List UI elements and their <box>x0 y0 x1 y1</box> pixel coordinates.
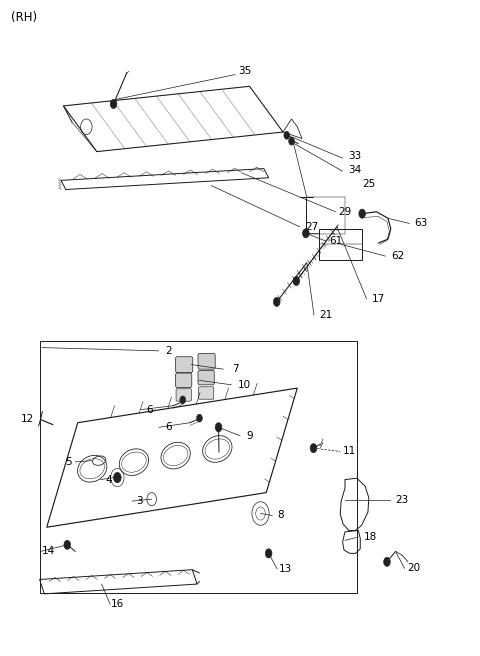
Text: 14: 14 <box>42 546 55 556</box>
Text: 4: 4 <box>106 474 112 485</box>
Circle shape <box>180 396 186 404</box>
Circle shape <box>359 209 365 218</box>
Text: 10: 10 <box>238 380 252 390</box>
Text: 9: 9 <box>246 431 253 441</box>
Text: 34: 34 <box>348 165 361 175</box>
Text: 7: 7 <box>232 364 239 374</box>
Circle shape <box>64 541 71 550</box>
Text: 11: 11 <box>343 447 356 457</box>
Text: 18: 18 <box>364 532 377 542</box>
Bar <box>319 229 362 260</box>
Text: (RH): (RH) <box>11 11 37 24</box>
Text: 6: 6 <box>165 422 172 432</box>
Text: 21: 21 <box>319 310 333 320</box>
Circle shape <box>197 414 202 422</box>
FancyBboxPatch shape <box>198 371 214 385</box>
FancyBboxPatch shape <box>176 389 192 401</box>
Circle shape <box>265 549 272 558</box>
Text: 25: 25 <box>362 179 375 190</box>
FancyBboxPatch shape <box>198 354 215 369</box>
Circle shape <box>110 99 117 108</box>
Circle shape <box>310 443 317 453</box>
Text: 62: 62 <box>391 251 404 261</box>
Text: 8: 8 <box>277 510 284 520</box>
Circle shape <box>215 422 222 432</box>
Circle shape <box>302 229 309 238</box>
Text: 16: 16 <box>111 600 124 609</box>
Text: 13: 13 <box>279 564 292 574</box>
Text: 33: 33 <box>348 151 361 161</box>
Text: 6: 6 <box>146 405 153 415</box>
Text: 29: 29 <box>338 207 352 216</box>
FancyBboxPatch shape <box>199 387 214 400</box>
Text: 3: 3 <box>136 496 143 506</box>
Text: 17: 17 <box>372 294 385 304</box>
Circle shape <box>284 131 289 139</box>
Circle shape <box>114 472 121 483</box>
Circle shape <box>274 297 280 306</box>
Circle shape <box>293 276 300 285</box>
Circle shape <box>384 558 390 566</box>
Text: 35: 35 <box>238 66 252 76</box>
Text: 2: 2 <box>165 346 172 356</box>
FancyBboxPatch shape <box>176 357 193 373</box>
Circle shape <box>288 137 294 145</box>
Text: 20: 20 <box>408 564 421 573</box>
Text: 5: 5 <box>65 457 72 467</box>
Text: 27: 27 <box>305 222 318 232</box>
Text: 61: 61 <box>329 236 342 246</box>
Text: 12: 12 <box>21 415 34 424</box>
Text: 23: 23 <box>396 495 409 505</box>
FancyBboxPatch shape <box>176 373 192 388</box>
Text: 63: 63 <box>415 218 428 228</box>
Bar <box>39 341 357 592</box>
